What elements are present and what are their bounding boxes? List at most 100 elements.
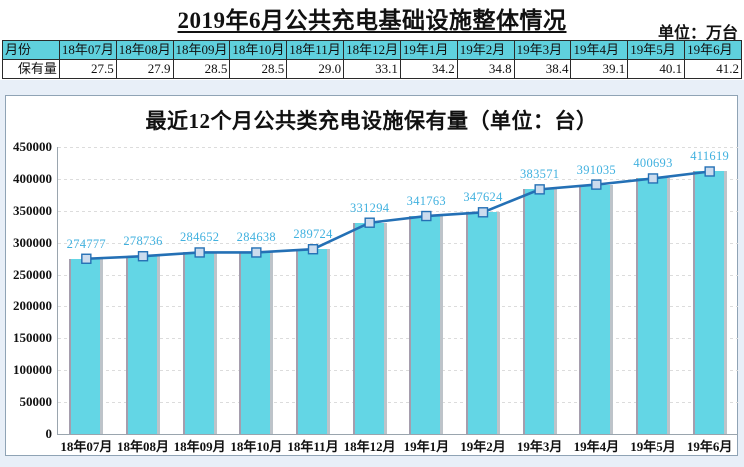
holdings-bar [692, 171, 727, 434]
month-header-cell: 18年11月 [286, 40, 345, 60]
bar-value-label: 284638 [236, 230, 276, 245]
line-marker [534, 184, 545, 195]
holdings-value-cell: 34.8 [456, 59, 515, 79]
holdings-value-cell: 33.1 [343, 59, 401, 79]
y-axis-label: 0 [45, 426, 53, 441]
month-header-cell: 19年2月 [456, 40, 515, 60]
month-header-cell: 19年1月 [399, 40, 458, 60]
x-axis-label: 18年10月 [230, 439, 283, 454]
line-marker [421, 210, 432, 222]
x-axis-label: 19年4月 [573, 439, 620, 454]
x-axis-label: 19年3月 [516, 439, 563, 454]
h-gridline [58, 178, 738, 180]
chart-panel: 最近12个月公共类充电设施保有量（单位：台） 0 50000 100000 15000… [5, 95, 738, 456]
h-gridline [58, 210, 738, 212]
page-title: 2019年6月公共充电基础设施整体情况 [177, 8, 567, 33]
h-gridline [58, 402, 738, 404]
holdings-bar [126, 256, 160, 434]
holdings-bar [296, 249, 330, 434]
h-gridline [58, 370, 738, 372]
bar-value-label: 411619 [690, 149, 730, 164]
y-axis-label: 100000 [13, 362, 52, 378]
bar-value-label: 391035 [576, 162, 616, 177]
line-marker [477, 207, 489, 218]
holdings-bar [239, 252, 274, 434]
unit-note: 单位：万台 [657, 25, 738, 42]
h-gridline [58, 242, 738, 244]
x-axis-label: 19年2月 [460, 439, 506, 454]
line-marker [137, 251, 149, 262]
month-header-cell: 18年10月 [229, 40, 288, 60]
line-marker [591, 179, 602, 190]
y-axis-label: 250000 [13, 266, 52, 282]
h-gridline [58, 274, 738, 276]
month-header-cell: 19年5月 [627, 40, 686, 60]
y-axis-label: 200000 [13, 298, 52, 314]
line-marker [194, 247, 205, 258]
holdings-value-cell: 27.9 [115, 59, 174, 79]
bar-value-label: 347624 [463, 190, 503, 205]
holdings-row-label: 保有量 [2, 59, 60, 79]
bar-value-label: 400693 [633, 156, 673, 171]
month-header-cell: 19年6月 [684, 40, 742, 60]
line-marker [704, 166, 715, 177]
trend-line-series [81, 166, 715, 264]
month-header-cell: 18年12月 [343, 40, 401, 60]
month-row-label: 月份 [2, 40, 60, 60]
bar-value-label: 274777 [66, 236, 106, 251]
x-axis-label: 19年5月 [630, 439, 676, 454]
holdings-bar [352, 222, 387, 434]
month-header-cell: 19年4月 [570, 40, 629, 60]
y-axis-label: 350000 [13, 202, 52, 218]
trend-line [86, 170, 710, 261]
y-axis-line [57, 147, 58, 435]
h-gridline [58, 338, 738, 340]
holdings-bar [522, 189, 557, 434]
y-axis-label: 400000 [13, 170, 52, 186]
holdings-value-cell: 27.5 [58, 59, 117, 79]
plot-area: 0 50000 100000 150000 200000 250000 300000 3500… [6, 96, 738, 455]
h-gridline [58, 147, 738, 148]
monthly-holdings-table: 月份 18年07月 18年08月 18年09月 18年10月 18年11月 18年12月 1… [2, 40, 742, 79]
month-header-cell: 18年07月 [58, 40, 117, 60]
month-header-cell: 19年3月 [513, 40, 572, 60]
holdings-value-cell: 40.1 [627, 59, 686, 79]
y-axis-label: 300000 [13, 234, 52, 250]
holdings-value-cell: 29.0 [286, 59, 345, 79]
bar-value-label: 341763 [406, 194, 446, 209]
holdings-bar [636, 178, 670, 434]
table-value-row: 保有量 27.5 27.9 28.5 28.5 29.0 33.1 34.2 34.8 38.4… [2, 59, 742, 79]
bar-value-label: 284652 [180, 230, 220, 245]
x-axis-label: 18年07月 [60, 439, 113, 454]
y-axis-label: 50000 [19, 394, 53, 410]
x-axis-label: 18年12月 [343, 439, 396, 454]
holdings-value-cell: 41.2 [684, 59, 742, 79]
holdings-value-cell: 34.2 [399, 59, 458, 79]
holdings-bar [182, 252, 217, 434]
y-axis-label: 450000 [13, 139, 52, 154]
line-marker [647, 173, 659, 184]
x-axis-line [58, 434, 738, 435]
x-axis-label: 18年09月 [173, 439, 226, 454]
line-marker [251, 247, 262, 258]
line-marker [307, 244, 319, 255]
x-axis-label: 19年1月 [403, 439, 450, 454]
month-header-cell: 18年08月 [115, 40, 174, 60]
bar-value-label: 289724 [293, 227, 333, 242]
holdings-value-cell: 39.1 [570, 59, 629, 79]
chart-band: 最近12个月公共类充电设施保有量（单位：台） 0 50000 100000 15000… [0, 80, 744, 467]
holdings-value-cell: 28.5 [172, 59, 231, 79]
x-axis-label: 18年11月 [287, 439, 339, 454]
holdings-bar [579, 184, 614, 434]
x-axis-label: 18年08月 [116, 439, 169, 454]
line-marker [81, 253, 92, 264]
chart-title: 最近12个月公共类充电设施保有量（单位：台） [145, 109, 598, 133]
holdings-bar [466, 212, 500, 434]
holdings-bar [409, 216, 444, 434]
x-axis-label: 19年6月 [686, 439, 733, 454]
holdings-bar [69, 258, 104, 434]
line-marker [364, 217, 375, 228]
y-axis-label: 150000 [13, 330, 52, 346]
month-header-cell: 18年09月 [172, 40, 231, 60]
